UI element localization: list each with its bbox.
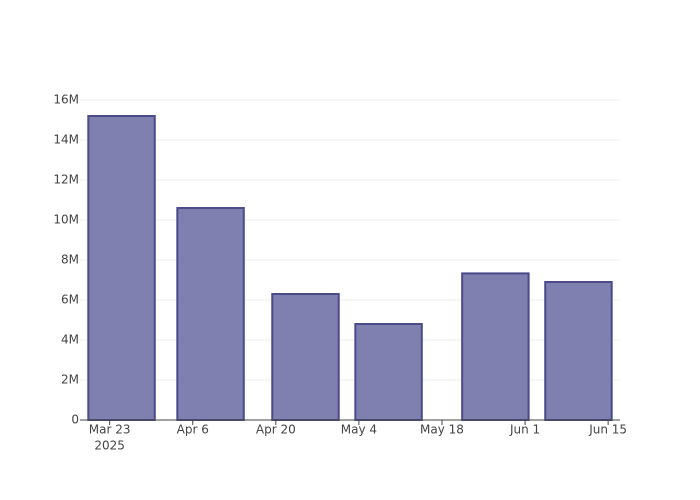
y-tick-label: 6M [61, 293, 79, 307]
y-tick-label: 8M [61, 253, 79, 267]
bar [271, 293, 340, 421]
x-tick-label: Mar 23 [89, 423, 131, 437]
y-tick-label: 12M [53, 173, 79, 187]
bar [461, 272, 530, 421]
bar [354, 323, 423, 421]
x-tick-label: Apr 6 [177, 423, 209, 437]
x-tick-label: May 18 [420, 423, 464, 437]
x-tick-label: Apr 20 [256, 423, 296, 437]
x-tick-label: May 4 [341, 423, 377, 437]
y-tick-label: 4M [61, 333, 79, 347]
y-tick-label: 2M [61, 373, 79, 387]
y-tick-label: 10M [53, 213, 79, 227]
x-tick-label: Jun 1 [509, 423, 540, 437]
y-tick-label: 0 [71, 413, 79, 427]
y-tick-label: 14M [53, 133, 79, 147]
bar [544, 281, 613, 421]
x-tick-label: Jun 15 [588, 423, 627, 437]
bar [176, 207, 245, 421]
x-year-label: 2025 [94, 439, 125, 453]
y-tick-label: 16M [53, 93, 79, 107]
bar [87, 115, 156, 421]
